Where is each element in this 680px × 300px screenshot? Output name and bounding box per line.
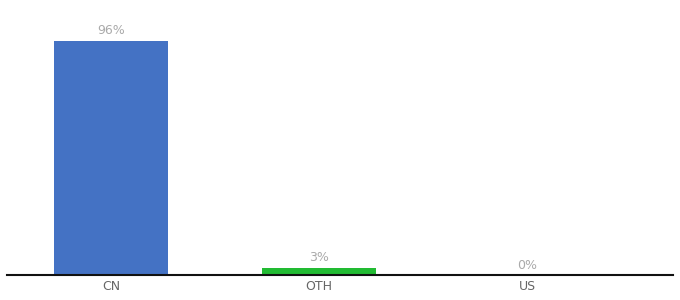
Text: 96%: 96% xyxy=(97,24,125,38)
Bar xyxy=(262,268,377,275)
Text: 0%: 0% xyxy=(517,259,537,272)
Text: 3%: 3% xyxy=(309,251,329,264)
Bar xyxy=(54,41,168,275)
